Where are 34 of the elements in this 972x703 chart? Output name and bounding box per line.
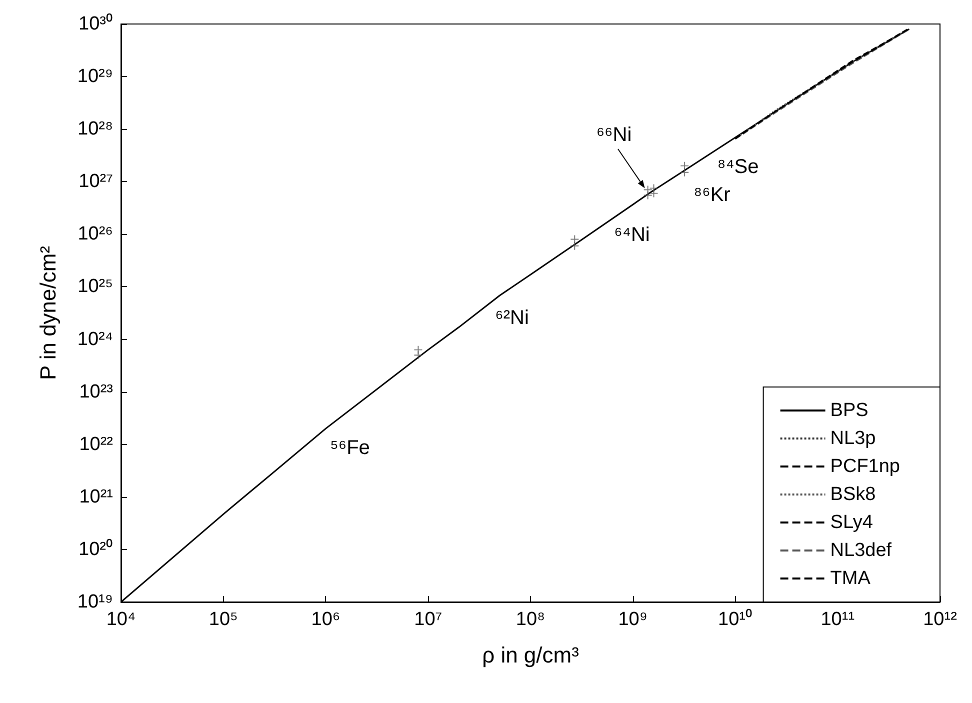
legend-label: NL3p [830,428,876,449]
annotation: ⁵⁶Fe [330,437,370,459]
x-tick-label: 10⁶ [311,609,340,630]
y-tick-label: 10³⁰ [78,12,113,34]
y-tick-label: 10²⁵ [78,276,113,298]
x-tick-label: 10⁷ [414,609,442,630]
y-tick-label: 10²⁶ [78,224,113,245]
y-tick-label: 10²⁰ [78,538,113,560]
annotation: ⁸⁶Kr [694,184,731,206]
annotation: ⁶⁴Ni [614,224,650,246]
legend-label: NL3def [830,540,892,561]
y-tick-label: 10²⁷ [78,171,114,192]
x-tick-label: 10¹⁰ [718,608,752,630]
y-tick-label: 10²⁴ [77,328,113,350]
x-tick-label: 10⁵ [208,609,238,630]
legend-label: BPS [830,400,868,421]
legend-label: TMA [830,568,871,589]
annotation: ⁶²Ni [495,307,529,329]
legend-label: SLy4 [830,512,874,533]
annotation: ⁶⁶Ni [596,124,632,146]
x-tick-label: 10⁹ [618,609,648,630]
y-tick-label: 10²¹ [79,486,113,508]
legend-label: BSk8 [830,484,876,505]
annotation: ⁸⁴Se [717,156,759,178]
legend-label: PCF1np [830,456,900,477]
x-axis-title: ρ in g/cm³ [482,642,579,668]
x-tick-label: 10¹¹ [820,609,855,630]
y-tick-label: 10²² [79,434,113,455]
y-axis-title: P in dyne/cm² [36,246,60,380]
y-tick-label: 10²³ [79,381,113,402]
x-tick-label: 10¹² [923,609,957,630]
x-tick-label: 10⁸ [516,609,546,630]
y-tick-label: 10²⁸ [78,118,113,140]
y-tick-label: 10²⁹ [77,66,113,88]
